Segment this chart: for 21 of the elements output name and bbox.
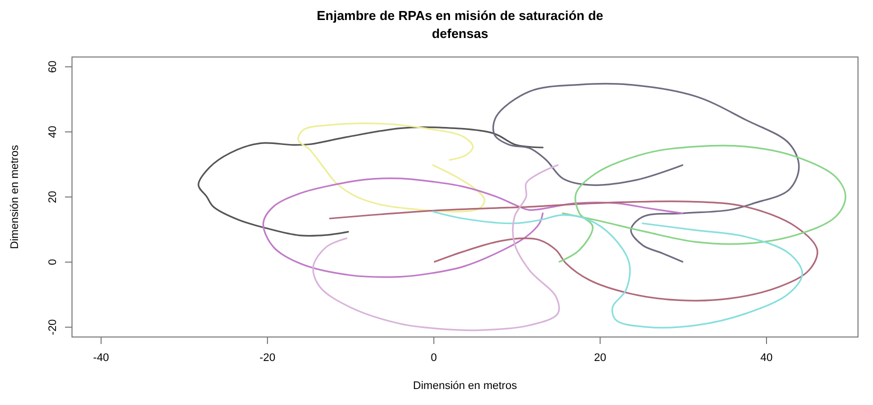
- line-series: [492, 82, 800, 263]
- y-axis-title: Dimensión en metros: [9, 144, 21, 249]
- x-tick-label: -40: [93, 352, 110, 364]
- line-series: [558, 144, 846, 263]
- y-tick-label: 0: [47, 259, 59, 266]
- line-series: [198, 126, 544, 237]
- x-tick-label: -20: [260, 352, 276, 364]
- x-axis-title: Dimensión en metros: [413, 380, 518, 392]
- x-tick-label: 40: [760, 352, 773, 364]
- line-series: [297, 122, 486, 213]
- y-tick-label: 40: [47, 126, 59, 138]
- x-tick-label: 20: [594, 352, 606, 364]
- line-series: [262, 177, 684, 278]
- chart-title: Enjambre de RPAs en misión de saturación de defensas: [316, 8, 604, 41]
- y-tick-label: 20: [47, 190, 59, 204]
- line-series: [312, 164, 560, 332]
- x-tick-label: 0: [430, 352, 437, 364]
- y-tick-label: -20: [47, 319, 59, 336]
- line-series: [432, 210, 804, 328]
- y-tick-label: 60: [47, 60, 59, 73]
- line-series: [329, 200, 818, 302]
